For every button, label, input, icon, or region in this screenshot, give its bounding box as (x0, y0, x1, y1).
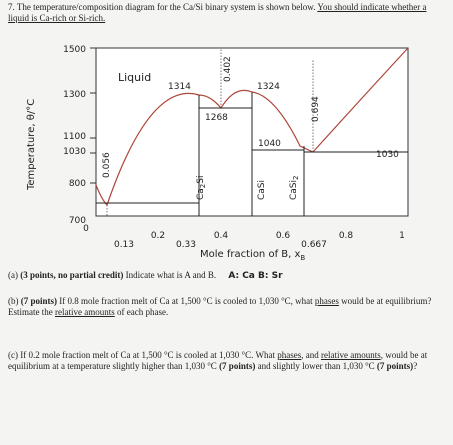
part-text: and slightly lower than 1,030 °C (257, 361, 375, 371)
eutectic-label: 0.056 (102, 152, 112, 178)
question-header: 7. The temperature/composition diagram f… (8, 2, 448, 24)
x-tick-label: 0.8 (339, 231, 354, 241)
x-tick-label: 0.6 (276, 231, 291, 241)
eutectic-label: 0.402 (223, 56, 233, 82)
part-text: relative amounts (320, 350, 381, 360)
x-axis-label-text: Mole fraction of B, x (200, 249, 300, 260)
y-tick-label: 800 (69, 179, 86, 189)
part-text: relative amounts (55, 307, 115, 317)
part-points: (7 points) (219, 361, 256, 371)
part-text: Indicate what is A and B. (125, 270, 217, 280)
part-text: , and (301, 350, 319, 360)
part-text: of each phase. (116, 307, 169, 317)
phase-main: CaSi (257, 180, 267, 200)
question-title: 7. The temperature/composition diagram f… (8, 2, 316, 12)
y-axis-label: Temperature, θ/°C (26, 99, 37, 191)
eutectic-label: 0.694 (311, 96, 321, 122)
y-tick-label: 1500 (63, 45, 86, 55)
phase-tail: Si (196, 176, 206, 184)
phase-diagram: 1500 1300 1100 1030 800 700 Temperature,… (26, 45, 409, 262)
temp-label: 1040 (258, 139, 281, 149)
part-points: (7 points) (20, 296, 58, 306)
y-tick-label: 700 (69, 216, 86, 226)
phase-label: CaSi2 (289, 176, 300, 200)
y-tick-label: 1300 (63, 90, 86, 100)
y-tick-label: 1100 (63, 132, 86, 142)
handwritten-answer: A: Ca B: Sr (228, 271, 283, 281)
temp-label: 1324 (257, 82, 280, 92)
region-label: Liquid (118, 71, 151, 84)
part-b: (b) (7 points) If 0.8 mole fraction melt… (8, 296, 444, 318)
phase-sub: 2 (292, 176, 300, 180)
x-tick-label: 0.4 (214, 231, 229, 241)
temp-label: 1268 (205, 113, 228, 123)
x-mark-label: 0.33 (176, 240, 196, 250)
part-label: (b) (8, 296, 19, 306)
part-text: would be at equilibrium? Estimate the (8, 296, 432, 317)
x-tick-label: 0.2 (151, 231, 165, 241)
part-text: phases (277, 350, 302, 360)
temp-label: 1030 (376, 150, 399, 160)
x-tick-label: 0 (83, 224, 89, 234)
y-tick-label: 1030 (63, 147, 86, 157)
x-mark-label: 0.667 (301, 240, 327, 250)
part-c: (c) If 0.2 mole fraction melt of Ca at 1… (8, 350, 444, 372)
phase-main: Ca (196, 188, 206, 200)
x-tick-label: 1 (399, 231, 405, 241)
part-text: , would be at equilibrium at a temperatu… (8, 350, 428, 371)
part-text: phases (314, 296, 339, 306)
phase-sub: 2 (199, 184, 207, 188)
part-label: (a) (8, 270, 18, 280)
part-a: (a) (3 points, no partial credit) Indica… (8, 270, 444, 282)
x-mark-label: 0.13 (114, 240, 134, 250)
part-text: (c) If 0.2 mole fraction melt of Ca at 1… (8, 350, 275, 360)
phase-label: Ca2Si (196, 176, 207, 201)
temp-label: 1314 (168, 82, 191, 92)
phase-label: CaSi (257, 180, 267, 200)
phase-main: CaSi (289, 180, 299, 200)
x-axis-label-sub: B (300, 254, 305, 262)
part-points: (7 points) (376, 361, 414, 371)
part-points: (3 points, no partial credit) (20, 270, 124, 280)
part-text: If 0.8 mole fraction melt of Ca at 1,500… (59, 296, 313, 306)
part-text: ? (413, 361, 418, 371)
x-axis-label: Mole fraction of B, xB (200, 249, 305, 262)
question-note: You should indicate whether a liquid is … (8, 2, 427, 23)
